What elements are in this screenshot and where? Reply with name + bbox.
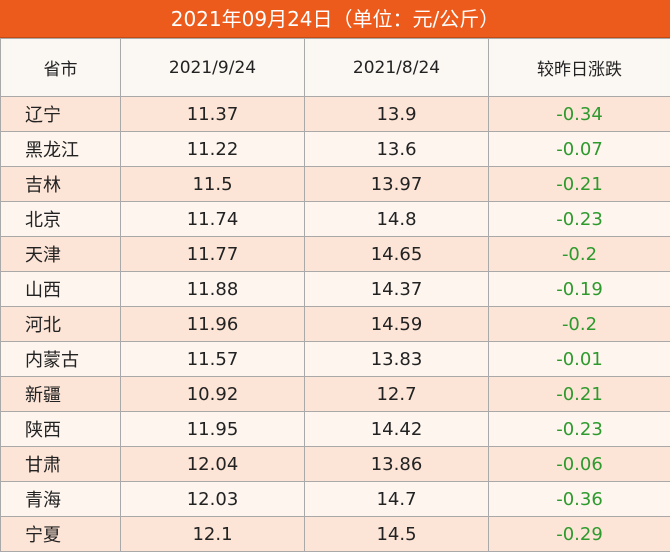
province-cell: 辽宁 [1, 97, 121, 132]
price-current-cell: 11.22 [121, 132, 305, 167]
price-previous-cell: 13.97 [305, 167, 489, 202]
province-cell: 天津 [1, 237, 121, 272]
table-title: 2021年09月24日（单位：元/公斤） [0, 0, 670, 38]
province-cell: 陕西 [1, 412, 121, 447]
header-date-previous: 2021/8/24 [305, 39, 489, 97]
price-current-cell: 11.74 [121, 202, 305, 237]
price-current-cell: 10.92 [121, 377, 305, 412]
price-previous-cell: 14.5 [305, 517, 489, 552]
change-cell: -0.34 [489, 97, 670, 132]
change-cell: -0.23 [489, 412, 670, 447]
change-cell: -0.07 [489, 132, 670, 167]
province-cell: 黑龙江 [1, 132, 121, 167]
province-cell: 内蒙古 [1, 342, 121, 377]
change-cell: -0.36 [489, 482, 670, 517]
price-current-cell: 12.04 [121, 447, 305, 482]
change-cell: -0.29 [489, 517, 670, 552]
price-current-cell: 11.96 [121, 307, 305, 342]
price-current-cell: 12.1 [121, 517, 305, 552]
price-previous-cell: 14.37 [305, 272, 489, 307]
change-cell: -0.21 [489, 377, 670, 412]
change-cell: -0.2 [489, 237, 670, 272]
price-previous-cell: 12.7 [305, 377, 489, 412]
price-current-cell: 12.03 [121, 482, 305, 517]
price-previous-cell: 13.86 [305, 447, 489, 482]
price-current-cell: 11.5 [121, 167, 305, 202]
header-row: 省市 2021/9/24 2021/8/24 较昨日涨跌 [1, 39, 670, 97]
header-province: 省市 [1, 39, 121, 97]
price-current-cell: 11.95 [121, 412, 305, 447]
price-previous-cell: 14.7 [305, 482, 489, 517]
header-change: 较昨日涨跌 [489, 39, 670, 97]
change-cell: -0.23 [489, 202, 670, 237]
price-previous-cell: 14.42 [305, 412, 489, 447]
price-current-cell: 11.57 [121, 342, 305, 377]
price-current-cell: 11.88 [121, 272, 305, 307]
province-cell: 山西 [1, 272, 121, 307]
province-cell: 宁夏 [1, 517, 121, 552]
province-cell: 北京 [1, 202, 121, 237]
price-previous-cell: 14.65 [305, 237, 489, 272]
price-previous-cell: 13.6 [305, 132, 489, 167]
header-date-current: 2021/9/24 [121, 39, 305, 97]
change-cell: -0.19 [489, 272, 670, 307]
price-current-cell: 11.37 [121, 97, 305, 132]
province-cell: 甘肃 [1, 447, 121, 482]
price-previous-cell: 14.8 [305, 202, 489, 237]
change-cell: -0.01 [489, 342, 670, 377]
change-cell: -0.06 [489, 447, 670, 482]
price-current-cell: 11.77 [121, 237, 305, 272]
price-previous-cell: 14.59 [305, 307, 489, 342]
province-cell: 河北 [1, 307, 121, 342]
province-cell: 新疆 [1, 377, 121, 412]
change-cell: -0.21 [489, 167, 670, 202]
price-previous-cell: 13.83 [305, 342, 489, 377]
price-previous-cell: 13.9 [305, 97, 489, 132]
change-cell: -0.2 [489, 307, 670, 342]
province-cell: 青海 [1, 482, 121, 517]
province-cell: 吉林 [1, 167, 121, 202]
